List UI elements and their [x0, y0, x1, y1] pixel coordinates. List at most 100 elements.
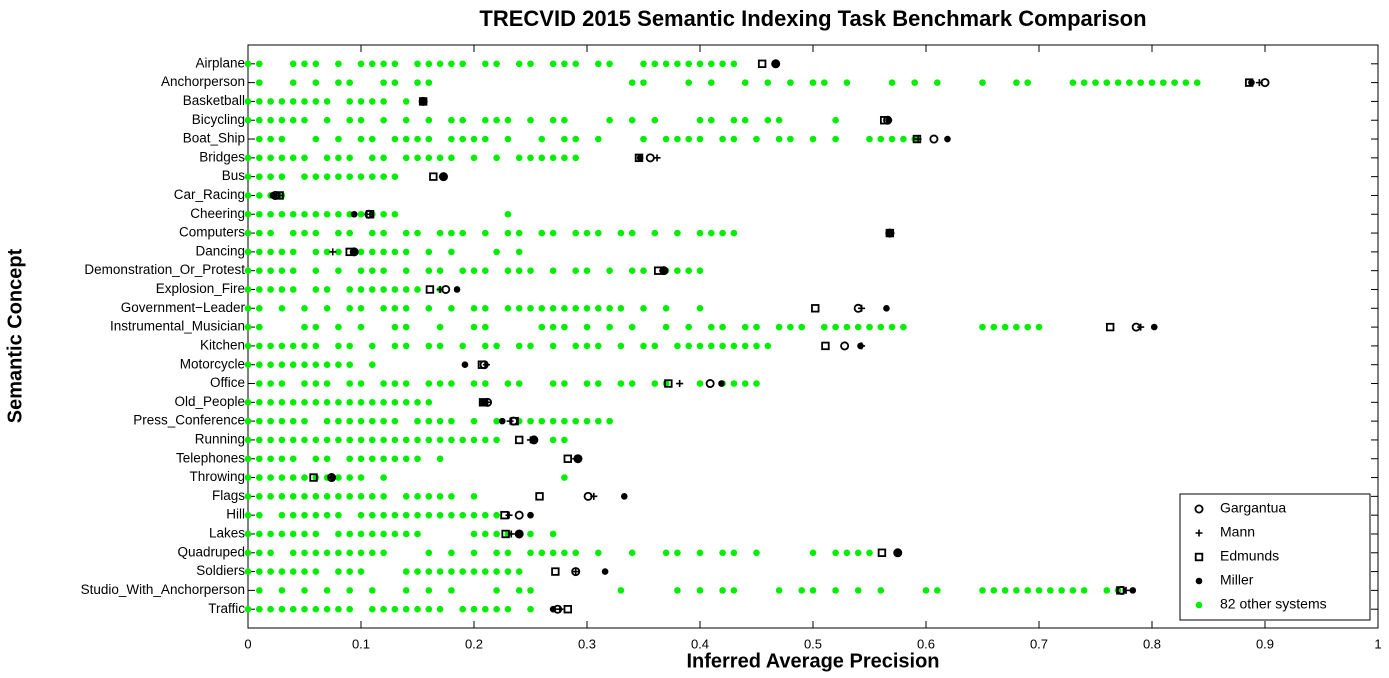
other-system-dot	[391, 323, 399, 331]
system-marker	[483, 397, 493, 407]
other-system-dot	[504, 210, 512, 218]
other-system-dot	[538, 304, 546, 312]
other-system-dot	[391, 455, 399, 463]
other-system-dot	[301, 568, 308, 575]
other-system-dot	[470, 135, 478, 143]
other-system-dot	[402, 135, 410, 143]
other-system-dot	[369, 605, 376, 613]
other-system-dot	[436, 154, 444, 162]
other-system-dot	[990, 587, 998, 594]
other-system-dot	[628, 229, 636, 237]
other-system-dot	[538, 154, 546, 162]
other-system-dot	[809, 587, 817, 594]
other-system-dot	[369, 417, 376, 425]
other-system-dot	[380, 267, 387, 274]
other-system-dot	[380, 399, 387, 406]
other-system-dot	[425, 493, 433, 500]
other-system-dot	[482, 342, 489, 350]
other-system-dot	[289, 474, 297, 481]
other-system-dot	[595, 304, 602, 312]
other-system-dot	[402, 229, 410, 237]
other-system-dot	[425, 399, 433, 406]
other-system-dot	[380, 549, 387, 557]
other-system-dot	[493, 417, 500, 425]
system-marker	[1122, 586, 1130, 594]
other-system-dot	[323, 399, 331, 406]
other-system-dot	[549, 380, 557, 387]
x-tick-label: 0.1	[352, 636, 370, 651]
other-system-dot	[267, 342, 274, 350]
other-system-dot	[493, 342, 500, 350]
other-system-dot	[369, 342, 376, 350]
other-system-dot	[267, 493, 274, 500]
other-system-dot	[346, 154, 354, 162]
other-system-dot	[244, 511, 252, 519]
other-system-dot	[289, 530, 297, 538]
other-system-dot	[832, 323, 839, 331]
other-system-dot	[402, 98, 410, 105]
other-system-dot	[357, 530, 365, 538]
other-system-dot	[425, 154, 433, 162]
system-marker	[527, 511, 534, 519]
other-system-dot	[278, 154, 286, 162]
other-system-dot	[391, 79, 399, 86]
other-system-dot	[753, 380, 760, 387]
other-system-dot	[470, 530, 478, 538]
other-system-dot	[289, 342, 297, 350]
system-marker	[944, 135, 951, 143]
other-system-dot	[346, 79, 354, 86]
other-system-dot	[278, 511, 286, 519]
other-system-dot	[255, 493, 263, 500]
other-system-dot	[821, 323, 828, 331]
other-system-dot	[391, 511, 399, 519]
other-system-dot	[425, 342, 433, 350]
other-system-dot	[323, 304, 331, 312]
y-tick-label: Kitchen	[200, 337, 245, 352]
other-system-dot	[515, 267, 523, 274]
other-system-dot	[369, 229, 376, 237]
system-marker	[883, 304, 890, 312]
other-system-dot	[380, 210, 387, 218]
other-system-dot	[753, 549, 760, 557]
other-system-dot	[640, 342, 647, 350]
other-system-dot	[289, 549, 297, 557]
other-system-dot	[244, 267, 252, 274]
other-system-dot	[515, 587, 523, 594]
other-system-dot	[696, 304, 704, 312]
other-system-dot	[515, 229, 523, 237]
other-system-dot	[278, 399, 286, 406]
other-system-dot	[877, 135, 885, 143]
system-marker	[350, 210, 358, 218]
other-system-dot	[380, 60, 387, 68]
other-system-dot	[369, 154, 376, 162]
other-system-dot	[380, 436, 387, 444]
other-system-dot	[448, 511, 455, 519]
other-system-dot	[244, 229, 252, 237]
system-marker	[583, 491, 593, 501]
other-system-dot	[357, 135, 365, 143]
other-system-dot	[436, 229, 444, 237]
other-system-dot	[741, 342, 749, 350]
other-system-dot	[244, 605, 252, 613]
other-system-dot	[515, 304, 523, 312]
other-system-dot	[255, 210, 263, 218]
other-system-dot	[685, 135, 692, 143]
other-system-dot	[493, 154, 500, 162]
other-system-dot	[753, 135, 760, 143]
system-marker	[419, 97, 427, 105]
other-system-dot	[267, 286, 274, 293]
other-system-dot	[719, 587, 726, 594]
other-system-dot	[335, 173, 342, 180]
system-marker	[349, 247, 359, 257]
other-system-dot	[255, 286, 263, 293]
other-system-dot	[1024, 79, 1031, 86]
system-marker	[883, 115, 893, 125]
x-tick-label: 0.3	[578, 636, 596, 651]
other-system-dot	[278, 267, 286, 274]
other-system-dot	[470, 493, 478, 500]
other-system-dot	[323, 455, 331, 463]
other-system-dot	[369, 267, 376, 274]
other-system-dot	[561, 436, 568, 444]
system-marker	[718, 380, 725, 387]
other-system-dot	[990, 323, 998, 331]
